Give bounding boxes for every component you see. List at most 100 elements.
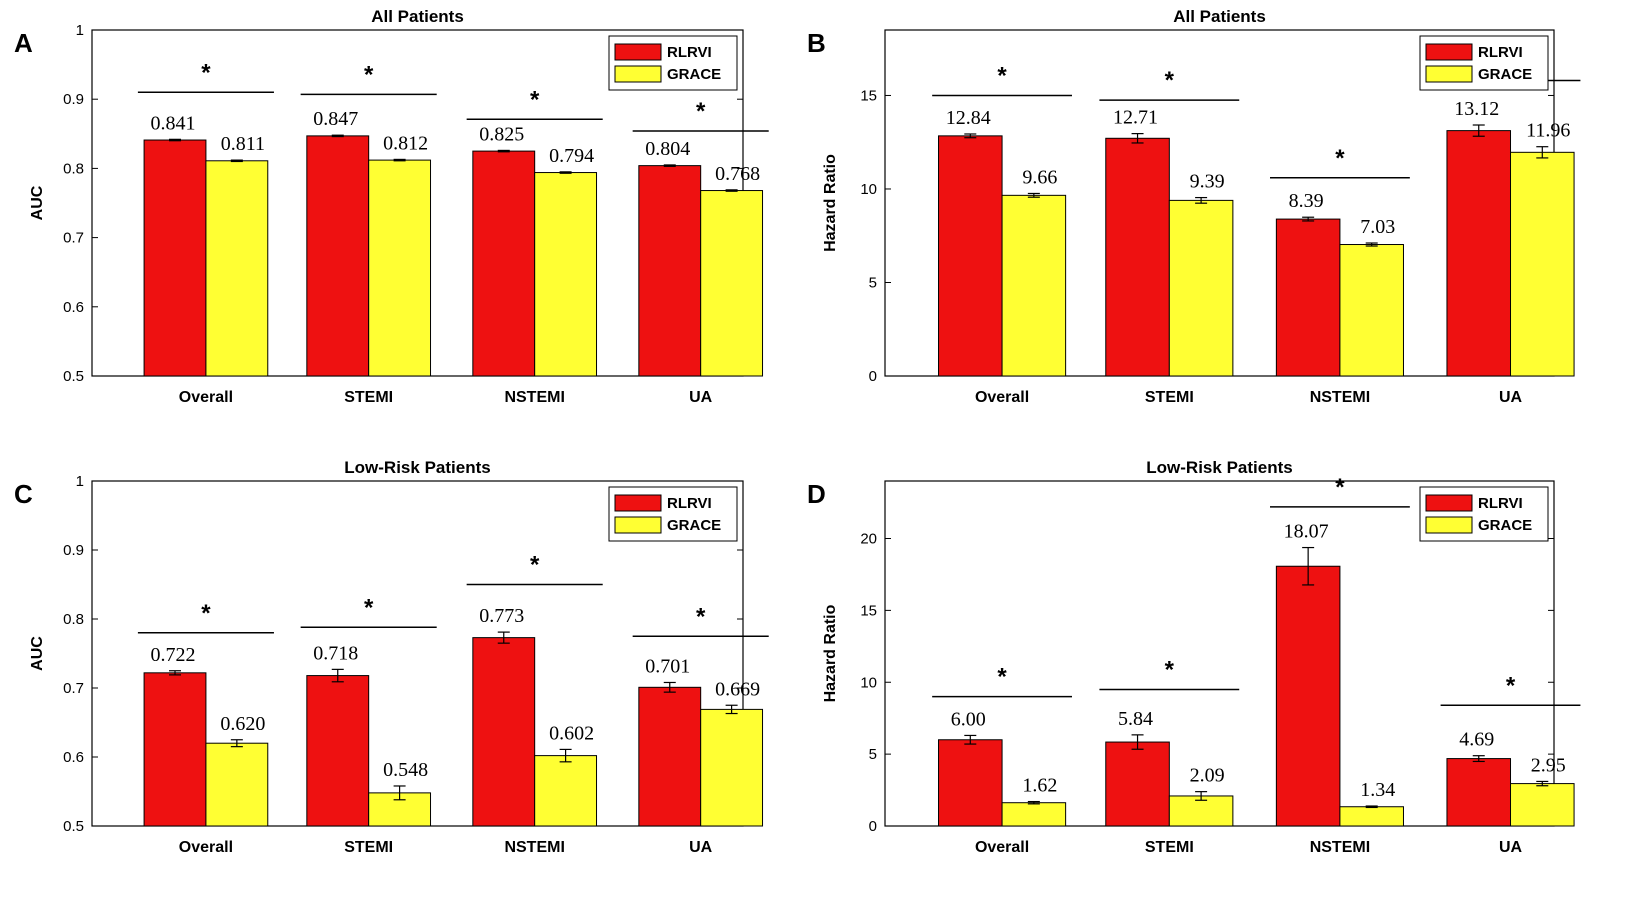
y-tick-label: 5	[869, 746, 877, 763]
y-tick-label: 0.8	[63, 611, 84, 628]
data-label: 9.39	[1190, 171, 1225, 193]
legend-swatch-rlrvi	[614, 43, 662, 61]
bar-grace-overall	[205, 742, 269, 827]
y-tick-label: 0.5	[63, 368, 84, 385]
data-label: 11.96	[1526, 120, 1570, 142]
x-tick-label: UA	[1499, 389, 1523, 406]
bar-grace-ua	[1510, 151, 1575, 377]
x-tick-label: STEMI	[1145, 839, 1194, 856]
legend-swatch-grace	[1425, 65, 1473, 83]
data-label: 8.39	[1289, 190, 1324, 212]
data-label: 0.548	[383, 759, 428, 781]
y-tick-label: 0.5	[63, 818, 84, 835]
bar-grace-nstemi	[1339, 244, 1404, 377]
bar-grace-stemi	[1168, 199, 1234, 377]
bar-rlrvi-overall	[143, 672, 207, 827]
bar-rlrvi-stemi	[1105, 137, 1170, 377]
legend-swatch-rlrvi	[1425, 43, 1473, 61]
x-tick-label: STEMI	[344, 839, 393, 856]
y-tick-label: 5	[869, 274, 877, 291]
legend-swatch-rlrvi	[614, 494, 662, 512]
chart-title: All Patients	[1173, 7, 1266, 26]
data-label: 0.768	[715, 163, 760, 185]
data-label: 0.825	[479, 123, 524, 145]
x-tick-label: STEMI	[1145, 389, 1194, 406]
legend-label: RLRVI	[1478, 44, 1523, 61]
panel-letter: D	[807, 479, 826, 509]
significance-star: *	[530, 86, 540, 113]
data-label: 18.07	[1284, 521, 1329, 543]
legend-label: GRACE	[1478, 517, 1532, 534]
legend-label: GRACE	[667, 66, 721, 83]
y-tick-label: 0.6	[63, 749, 84, 766]
bar-rlrvi-nstemi	[472, 150, 536, 377]
significance-star: *	[201, 600, 211, 627]
legend-swatch-rlrvi	[1425, 494, 1473, 512]
legend-label: RLRVI	[1478, 495, 1523, 512]
panel-d: Low-Risk Patients D Hazard Ratio 0 5 10 15 20 Ov…	[807, 458, 1581, 856]
chart-title: All Patients	[371, 7, 464, 26]
data-label: 0.722	[151, 644, 196, 666]
y-tick-label: 0	[869, 818, 877, 835]
bar-rlrvi-ua	[638, 165, 702, 377]
legend-label: RLRVI	[667, 495, 712, 512]
data-label: 1.34	[1360, 779, 1395, 801]
legend-swatch-grace	[614, 65, 662, 83]
x-tick-label: STEMI	[344, 389, 393, 406]
data-label: 0.841	[151, 112, 196, 134]
y-tick-label: 0.7	[63, 680, 84, 697]
y-tick-label: 0.8	[63, 160, 84, 177]
y-tick-label: 15	[860, 602, 877, 619]
y-axis-label: AUC	[29, 185, 46, 220]
bar-grace-overall	[1001, 802, 1067, 827]
y-tick-label: 1	[76, 22, 84, 39]
y-tick-label: 20	[860, 531, 877, 548]
panel-a: All Patients A AUC 0.5 0.6 0.7 0.8 0.9 1 Overall 0…	[14, 7, 769, 406]
x-tick-label: Overall	[179, 839, 233, 856]
bar-grace-nstemi	[534, 755, 598, 827]
data-label: 0.811	[221, 133, 265, 155]
y-tick-label: 10	[860, 181, 877, 198]
y-tick-label: 10	[860, 674, 877, 691]
x-tick-label: UA	[689, 389, 713, 406]
y-axis-label: AUC	[29, 636, 46, 671]
significance-star: *	[201, 59, 211, 86]
data-label: 12.71	[1113, 107, 1158, 129]
x-tick-label: NSTEMI	[1310, 839, 1370, 856]
panel-b: All Patients B Hazard Ratio 0 5 10 15 Overall 12…	[807, 7, 1581, 406]
bar-rlrvi-overall	[938, 135, 1003, 377]
significance-star: *	[696, 603, 706, 630]
y-axis-label: Hazard Ratio	[822, 604, 839, 702]
x-tick-label: NSTEMI	[504, 839, 564, 856]
bar-rlrvi-ua	[1446, 758, 1512, 827]
y-tick-label: 15	[860, 87, 877, 104]
y-axis-label: Hazard Ratio	[822, 154, 839, 252]
bar-rlrvi-nstemi	[472, 637, 536, 827]
bar-grace-ua	[700, 708, 764, 827]
data-label: 0.620	[220, 713, 265, 735]
bar-grace-ua	[1510, 783, 1575, 827]
bar-rlrvi-ua	[1446, 130, 1512, 377]
x-tick-label: Overall	[975, 389, 1029, 406]
data-label: 0.794	[549, 145, 594, 167]
bar-grace-ua	[700, 190, 764, 377]
y-tick-label: 0.6	[63, 299, 84, 316]
bar-grace-nstemi	[534, 172, 598, 377]
legend-label: GRACE	[1478, 66, 1532, 83]
data-label: 2.09	[1190, 765, 1225, 787]
bar-rlrvi-stemi	[1105, 741, 1170, 827]
panel-letter: C	[14, 479, 33, 509]
x-tick-label: NSTEMI	[1310, 389, 1370, 406]
data-label: 9.66	[1022, 166, 1057, 188]
legend-label: GRACE	[667, 517, 721, 534]
legend: RLRVI GRACE	[1419, 35, 1549, 91]
panel-letter: B	[807, 28, 826, 58]
legend-swatch-grace	[614, 516, 662, 534]
y-tick-label: 0.9	[63, 91, 84, 108]
bar-rlrvi-nstemi	[1275, 565, 1341, 827]
x-tick-label: Overall	[975, 839, 1029, 856]
y-tick-label: 0	[869, 368, 877, 385]
data-label: 1.62	[1022, 775, 1057, 797]
data-label: 0.847	[313, 108, 358, 130]
data-label: 0.773	[479, 605, 524, 627]
